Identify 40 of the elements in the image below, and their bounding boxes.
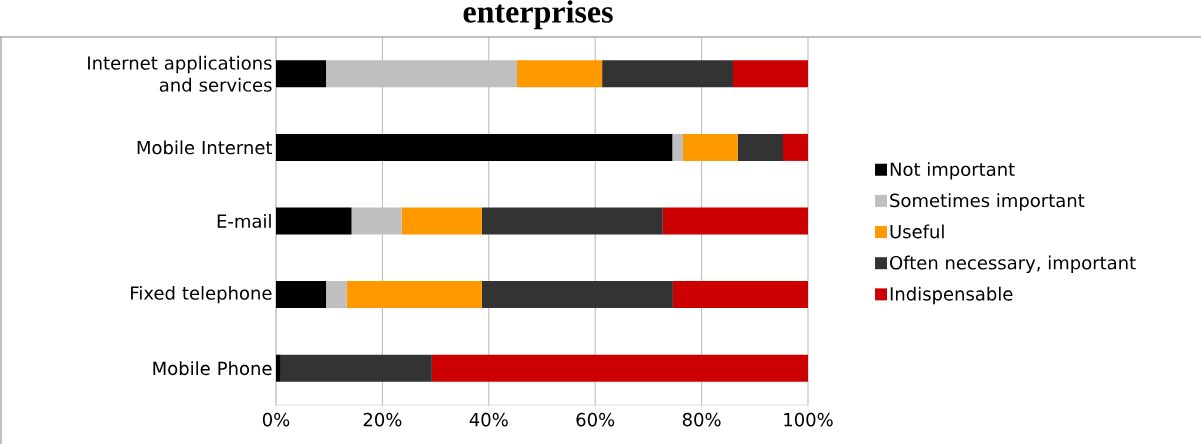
legend-label: Indispensable (890, 286, 1013, 305)
bar (672, 133, 683, 161)
bar (401, 207, 482, 235)
y-tick-label: E-mail (217, 214, 271, 228)
bar (351, 207, 402, 235)
x-tick-label: 0% (262, 412, 290, 427)
bar (431, 354, 809, 382)
chart-title: enterprises (463, 0, 613, 30)
bar (276, 60, 327, 88)
x-tick-label: 40% (469, 412, 508, 427)
legend-label: Often necessary, important (890, 255, 1136, 274)
x-tick-label: 20% (363, 412, 402, 427)
bar (481, 281, 673, 309)
bar (481, 207, 663, 235)
x-tick-label: 80% (682, 412, 721, 427)
bar (276, 133, 673, 161)
x-tick-label: 60% (576, 412, 615, 427)
bar (280, 354, 432, 382)
bar (276, 207, 352, 235)
bar (602, 60, 733, 88)
bar (737, 133, 783, 161)
bar (662, 207, 809, 235)
bar (276, 281, 327, 309)
x-tick-label: 100% (784, 412, 833, 427)
bar (783, 133, 809, 161)
bar (276, 354, 281, 382)
legend-label: Useful (890, 224, 944, 239)
y-tick-label: Internet applications and services (88, 55, 272, 92)
bar (732, 60, 809, 88)
bar (346, 281, 482, 309)
bar (326, 281, 347, 309)
bar (517, 60, 603, 88)
y-tick-label: Mobile Internet (137, 140, 273, 155)
bar (326, 60, 517, 88)
y-tick-label: Fixed telephone (131, 285, 272, 304)
y-tick-label: Mobile Phone (153, 361, 272, 376)
legend-label: Sometimes important (890, 193, 1085, 211)
bar (682, 133, 738, 161)
bar (672, 281, 809, 309)
legend-label: Not important (890, 162, 1015, 180)
